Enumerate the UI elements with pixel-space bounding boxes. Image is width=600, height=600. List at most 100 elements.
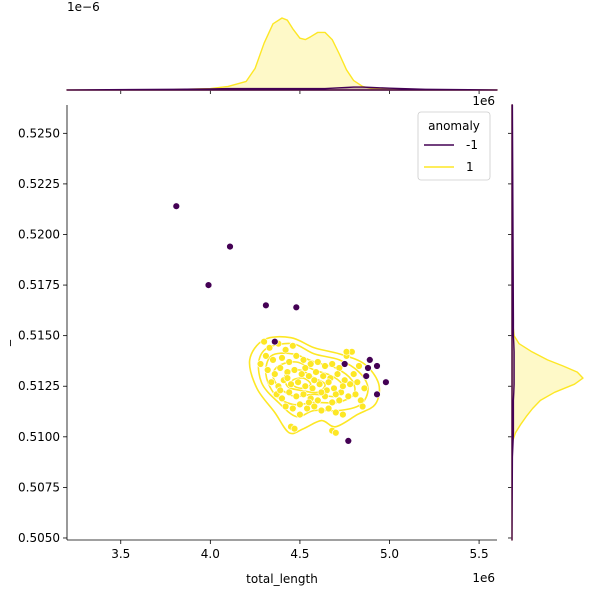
legend-entry: -1: [424, 138, 478, 152]
scatter-point-normal: [256, 360, 265, 368]
scatter-point-anomaly: [364, 364, 372, 372]
top-density-normal: [66, 17, 498, 91]
scatter-point-normal: [355, 362, 363, 370]
y-tick-label: 0.5175: [18, 278, 60, 292]
scatter-point-normal: [332, 429, 340, 437]
scatter-point-normal: [292, 392, 300, 400]
scatter-point-normal: [310, 402, 318, 411]
legend-box: [417, 111, 491, 181]
y-tick-label: 0.5050: [18, 531, 60, 545]
x-axis-ticks: 3.5 4.0 4.5 5.0 5.5: [111, 540, 489, 561]
legend-entry: 1: [424, 160, 474, 174]
scatter-point-anomaly: [172, 202, 181, 210]
scatter-point-normal: [299, 390, 308, 398]
scatter-point-anomaly: [262, 301, 270, 309]
scatter-point-normal: [305, 398, 313, 407]
scatter-point-normal: [298, 370, 306, 378]
scatter-point-normal: [339, 410, 347, 419]
scatter-point-anomaly: [373, 390, 381, 398]
x-tick-label: 5.5: [470, 547, 489, 561]
top-marginal-offset-text: 1e−6: [67, 0, 100, 14]
scatter-point-normal: [332, 408, 340, 417]
scatter-point-normal: [358, 402, 367, 411]
y-tick-label: 0.5225: [18, 177, 60, 191]
scatter-point-normal: [307, 360, 315, 368]
scatter-point-normal: [292, 352, 300, 360]
y-tick-label: 0.5100: [18, 430, 60, 444]
scatter-point-normal: [317, 388, 326, 396]
x-tick-label: 4.0: [201, 547, 220, 561]
scatter-point-anomaly: [344, 437, 352, 445]
scatter-point-normal: [289, 404, 297, 413]
x-axis-offset-text: 1e6: [472, 571, 495, 585]
scatter-point-normal: [360, 384, 369, 392]
scatter-point-normal: [278, 394, 286, 403]
x-tick-label: 5.0: [380, 547, 399, 561]
y-tick-label: 0.5125: [18, 379, 60, 393]
scatter-point-anomaly: [271, 338, 279, 346]
scatter-point-normal: [294, 378, 302, 386]
y-tick-label: 0.5250: [18, 126, 60, 140]
scatter-point-normal: [296, 410, 304, 419]
scatter-point-normal: [305, 372, 313, 380]
scatter-point-normal: [276, 364, 284, 372]
scatter-point-normal: [324, 378, 333, 386]
scatter-point-normal: [278, 354, 286, 362]
scatter-point-normal: [344, 392, 352, 400]
scatter-points: [172, 202, 390, 445]
scatter-point-anomaly: [366, 356, 374, 364]
axis-spines: [66, 105, 497, 541]
scatter-point-anomaly: [341, 360, 349, 368]
kde-contour-line: [283, 369, 326, 394]
scatter-point-normal: [299, 356, 308, 364]
joint-axes: 3.5 4.0 4.5 5.0 5.5 0.5050 0.5075 0.5100 0.5125…: [0, 105, 497, 586]
scatter-point-normal: [283, 374, 292, 382]
scatter-point-normal: [342, 348, 351, 356]
legend-label: 1: [466, 160, 474, 174]
legend-label: -1: [466, 138, 478, 152]
scatter-point-normal: [264, 366, 272, 374]
scatter-point-normal: [339, 382, 347, 390]
scatter-point-normal: [332, 390, 340, 398]
scatter-point-normal: [317, 406, 326, 415]
scatter-point-normal: [350, 370, 358, 378]
scatter-point-normal: [303, 404, 311, 413]
y-tick-label: 0.5075: [18, 480, 60, 494]
scatter-point-normal: [314, 358, 322, 366]
y-axis-ticks: 0.5050 0.5075 0.5100 0.5125 0.5150 0.5175 0.52…: [18, 126, 67, 545]
top-marginal-density: [66, 17, 498, 91]
scatter-point-anomaly: [226, 242, 234, 251]
x-tick-label: 4.5: [290, 547, 309, 561]
scatter-point-anomaly: [204, 281, 213, 289]
scatter-point-normal: [346, 380, 354, 388]
scatter-point-normal: [265, 344, 274, 352]
scatter-point-normal: [296, 400, 304, 409]
scatter-point-normal: [315, 380, 324, 388]
scatter-point-normal: [353, 378, 361, 386]
right-marginal-offset-text: 1e6: [472, 94, 495, 108]
scatter-point-normal: [301, 382, 309, 390]
x-tick-label: 3.5: [111, 547, 130, 561]
scatter-point-normal: [276, 386, 284, 394]
scatter-point-normal: [328, 398, 336, 407]
kde-contour-line: [257, 342, 369, 418]
scatter-point-anomaly: [382, 378, 390, 386]
y-tick-label: 0.5150: [18, 329, 60, 343]
scatter-point-normal: [310, 376, 318, 384]
scatter-point-normal: [321, 362, 329, 370]
scatter-point-normal: [289, 342, 297, 350]
scatter-point-anomaly: [292, 303, 300, 311]
scatter-point-normal: [308, 384, 317, 392]
legend-title: anomaly: [428, 119, 480, 133]
scatter-point-normal: [262, 352, 270, 360]
scatter-point-normal: [287, 380, 295, 388]
right-density-anomaly: [511, 104, 515, 541]
scatter-point-normal: [324, 404, 333, 413]
scatter-point-normal: [357, 396, 365, 405]
scatter-point-normal: [260, 338, 268, 346]
scatter-point-normal: [281, 402, 290, 411]
scatter-point-normal: [290, 366, 299, 374]
right-marginal-density: [511, 104, 584, 541]
right-marginal-axes: 1e6: [472, 94, 584, 541]
